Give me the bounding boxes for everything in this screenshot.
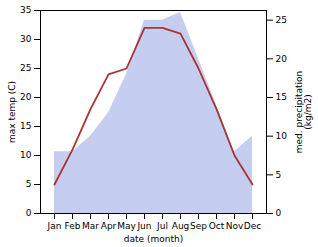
svg-text:30: 30 bbox=[20, 34, 32, 44]
svg-text:date (month): date (month) bbox=[124, 234, 183, 244]
svg-text:Nov: Nov bbox=[226, 221, 244, 231]
svg-text:10: 10 bbox=[20, 150, 32, 160]
svg-text:May: May bbox=[117, 221, 136, 231]
svg-text:20: 20 bbox=[20, 92, 32, 102]
svg-text:Mar: Mar bbox=[82, 221, 99, 231]
svg-text:10: 10 bbox=[276, 131, 288, 141]
svg-text:0: 0 bbox=[276, 208, 282, 218]
svg-text:max temp (C): max temp (C) bbox=[7, 81, 17, 143]
svg-text:5: 5 bbox=[26, 179, 32, 189]
svg-text:Oct: Oct bbox=[209, 221, 225, 231]
svg-text:Aug: Aug bbox=[172, 221, 190, 231]
svg-text:25: 25 bbox=[276, 15, 287, 25]
svg-text:med. precipitation(kg/m2): med. precipitation(kg/m2) bbox=[294, 71, 313, 153]
svg-text:35: 35 bbox=[20, 5, 31, 15]
svg-text:Apr: Apr bbox=[101, 221, 117, 231]
svg-text:Jul: Jul bbox=[156, 221, 168, 231]
svg-text:0: 0 bbox=[26, 208, 32, 218]
svg-text:15: 15 bbox=[20, 121, 31, 131]
svg-text:Dec: Dec bbox=[244, 221, 261, 231]
svg-text:Jun: Jun bbox=[136, 221, 151, 231]
svg-text:Sep: Sep bbox=[190, 221, 207, 231]
svg-text:5: 5 bbox=[276, 170, 282, 180]
svg-text:15: 15 bbox=[276, 92, 287, 102]
svg-text:20: 20 bbox=[276, 54, 288, 64]
svg-text:Feb: Feb bbox=[65, 221, 81, 231]
svg-text:Jan: Jan bbox=[47, 221, 62, 231]
svg-text:25: 25 bbox=[20, 63, 31, 73]
